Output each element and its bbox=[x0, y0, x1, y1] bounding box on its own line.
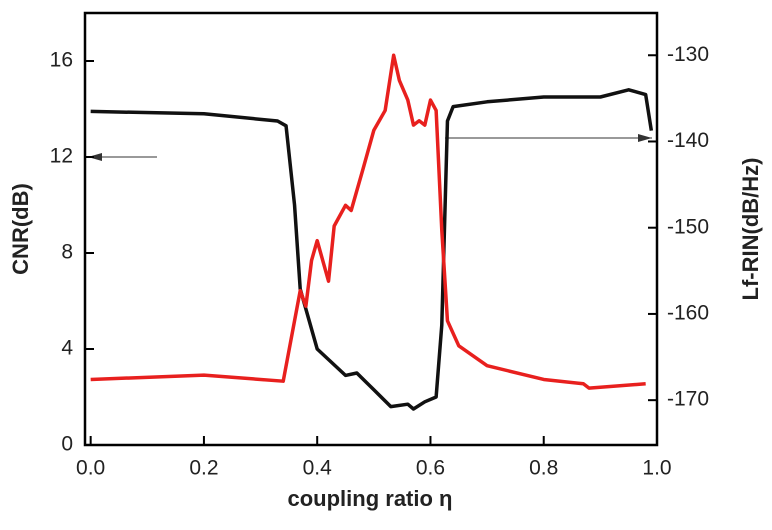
y-axis-label: CNR(dB) bbox=[8, 183, 33, 275]
y-tick-label: 4 bbox=[61, 337, 73, 360]
y-tick-label: 12 bbox=[50, 145, 73, 168]
y2-axis-label: Lf-RIN(dB/Hz) bbox=[738, 158, 763, 301]
y-tick-label: 0 bbox=[61, 433, 73, 456]
y2-tick-label: -130 bbox=[667, 43, 709, 66]
y2-tick-label: -160 bbox=[667, 301, 709, 324]
data-line bbox=[90, 53, 646, 390]
arrow-head bbox=[88, 153, 102, 161]
x-tick-label: 1.0 bbox=[642, 457, 671, 480]
arrow-head bbox=[638, 134, 652, 142]
x-tick-label: 0.2 bbox=[189, 457, 218, 480]
x-tick-label: 0.6 bbox=[416, 457, 445, 480]
x-axis-label: coupling ratio η bbox=[288, 486, 453, 511]
x-tick-label: 0.8 bbox=[529, 457, 558, 480]
x-tick-label: 0.0 bbox=[76, 457, 105, 480]
y-tick-label: 8 bbox=[61, 241, 73, 264]
y2-tick-label: -170 bbox=[667, 388, 709, 411]
y2-tick-label: -150 bbox=[667, 215, 709, 238]
data-line bbox=[90, 88, 654, 411]
x-tick-label: 0.4 bbox=[303, 457, 333, 480]
y2-tick-label: -140 bbox=[667, 129, 709, 152]
plot-frame bbox=[83, 11, 659, 447]
y-tick-label: 16 bbox=[50, 49, 73, 72]
